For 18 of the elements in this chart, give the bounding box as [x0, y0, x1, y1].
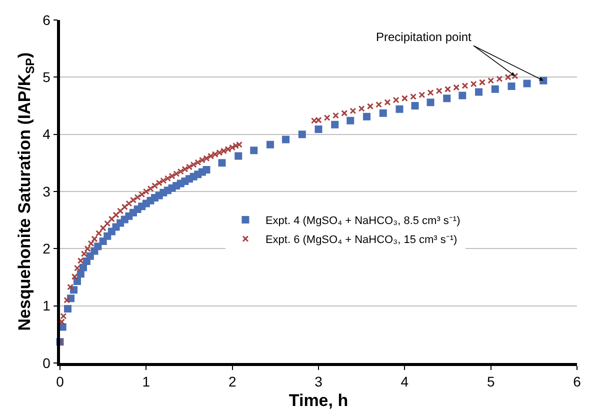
y-tick-label: 5 [42, 69, 51, 86]
x-tick-label: 2 [228, 374, 236, 390]
y-tick-label: 3 [42, 183, 51, 200]
x-tick-label: 1 [142, 374, 150, 390]
y-tick-label: 1 [42, 298, 51, 314]
x-tick-label: 3 [314, 374, 323, 390]
x-tick-label: 4 [400, 374, 409, 390]
x-tick-label: 5 [486, 374, 495, 390]
y-tick-label: 0 [42, 354, 51, 371]
y-tick-label: 2 [42, 240, 51, 257]
x-tick-label: 0 [56, 374, 64, 390]
x-tick-label: 6 [573, 374, 582, 390]
annotation: Precipitation point [376, 30, 472, 44]
x-axis-title: Time, h [288, 390, 348, 410]
y-tick-label: 4 [42, 126, 51, 142]
legend-label: Expt. 6 (MgSO₄ + NaHCO₃, 15 cm³ s⁻¹) [265, 234, 458, 246]
y-tick-label: 6 [42, 12, 51, 28]
legend-label: Expt. 4 (MgSO₄ + NaHCO₃, 8.5 cm³ s⁻¹) [265, 215, 460, 228]
